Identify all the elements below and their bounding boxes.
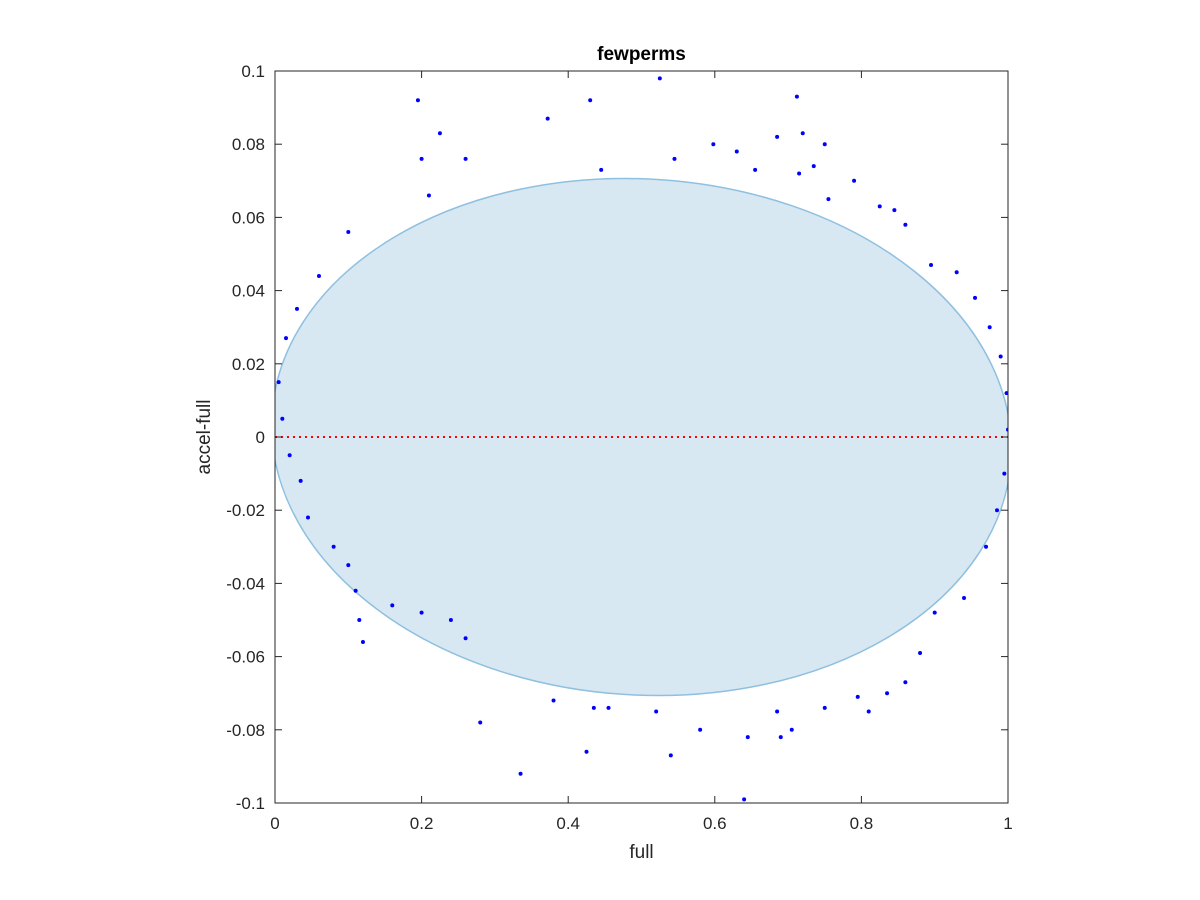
x-tick-label: 0.4 bbox=[556, 814, 580, 833]
x-tick-label: 1 bbox=[1003, 814, 1012, 833]
data-point bbox=[775, 134, 780, 139]
data-point bbox=[331, 544, 336, 549]
data-point bbox=[797, 171, 802, 176]
data-point bbox=[822, 705, 827, 710]
data-point bbox=[711, 142, 716, 147]
data-point bbox=[855, 694, 860, 699]
plot-frame bbox=[274, 70, 1009, 804]
data-point bbox=[998, 354, 1003, 359]
data-point bbox=[276, 380, 281, 385]
data-point bbox=[305, 515, 310, 520]
data-point bbox=[987, 325, 992, 330]
data-point bbox=[866, 709, 871, 714]
data-point bbox=[419, 156, 424, 161]
data-point bbox=[353, 588, 358, 593]
data-point bbox=[929, 262, 934, 267]
data-point bbox=[390, 603, 395, 608]
x-tick-label: 0 bbox=[270, 814, 279, 833]
data-point bbox=[287, 453, 292, 458]
data-point bbox=[932, 610, 937, 615]
y-axis-label: accel-full bbox=[194, 400, 215, 475]
data-point bbox=[419, 610, 424, 615]
y-tick-label: -0.02 bbox=[226, 501, 265, 520]
data-point bbox=[962, 596, 967, 601]
data-point bbox=[545, 116, 550, 121]
y-tick-label: -0.08 bbox=[226, 721, 265, 740]
x-tick-label: 0.2 bbox=[410, 814, 434, 833]
data-point bbox=[316, 273, 321, 278]
data-point bbox=[463, 636, 468, 641]
data-point bbox=[591, 705, 596, 710]
data-point bbox=[298, 478, 303, 483]
data-point bbox=[294, 306, 299, 311]
data-point bbox=[654, 709, 659, 714]
data-point bbox=[1002, 471, 1007, 476]
y-tick-label: 0.1 bbox=[241, 62, 265, 81]
data-point bbox=[903, 680, 908, 685]
data-point bbox=[885, 691, 890, 696]
data-point bbox=[995, 508, 1000, 513]
data-point bbox=[672, 156, 677, 161]
y-tick-label: -0.06 bbox=[226, 648, 265, 667]
data-point bbox=[1004, 391, 1008, 396]
data-point bbox=[775, 709, 780, 714]
data-point bbox=[478, 720, 483, 725]
data-point bbox=[448, 618, 453, 622]
y-tick-label: 0.06 bbox=[232, 208, 265, 227]
x-tick-label: 0.6 bbox=[703, 814, 727, 833]
data-point bbox=[357, 618, 362, 622]
x-axis-label: full bbox=[629, 842, 653, 863]
data-point bbox=[794, 94, 799, 99]
data-point bbox=[826, 197, 831, 202]
data-point bbox=[800, 131, 805, 136]
data-point bbox=[437, 131, 442, 136]
data-point bbox=[668, 753, 673, 758]
data-point bbox=[657, 76, 662, 81]
x-tick-label: 0.8 bbox=[850, 814, 874, 833]
data-point bbox=[789, 727, 794, 732]
data-point bbox=[903, 222, 908, 227]
data-point bbox=[360, 639, 365, 644]
y-tick-label: 0.04 bbox=[232, 282, 265, 301]
data-point bbox=[698, 727, 703, 732]
data-point bbox=[778, 735, 783, 740]
data-point bbox=[518, 771, 523, 776]
data-point bbox=[426, 193, 431, 198]
y-tick-label: 0.08 bbox=[232, 135, 265, 154]
data-point bbox=[551, 698, 556, 703]
data-point bbox=[892, 208, 897, 213]
data-point bbox=[984, 544, 989, 549]
y-tick-label: 0.02 bbox=[232, 355, 265, 374]
data-point bbox=[584, 749, 589, 754]
data-point bbox=[606, 705, 611, 710]
y-tick-label: 0 bbox=[256, 428, 265, 447]
data-point bbox=[753, 167, 758, 172]
data-point bbox=[877, 204, 882, 209]
data-point bbox=[283, 336, 288, 341]
y-tick-label: -0.1 bbox=[236, 794, 265, 813]
data-point bbox=[463, 156, 468, 161]
data-point bbox=[588, 98, 593, 103]
data-point bbox=[973, 295, 978, 300]
data-point bbox=[415, 98, 420, 103]
data-point bbox=[742, 797, 747, 802]
data-point bbox=[280, 416, 285, 421]
data-point bbox=[954, 270, 959, 275]
data-point bbox=[346, 230, 351, 235]
data-point bbox=[734, 149, 739, 154]
data-point bbox=[599, 167, 604, 172]
data-point bbox=[822, 142, 827, 147]
chart-title: fewperms bbox=[597, 44, 686, 65]
data-point bbox=[852, 178, 857, 183]
data-point bbox=[811, 164, 816, 169]
axis-ticks: 0 0.2 0.4 0.6 0.8 1 -0.1 -0.08 -0.06 -0.04 -0.02 0 0… bbox=[226, 62, 1012, 833]
data-point bbox=[745, 735, 750, 740]
y-tick-label: -0.04 bbox=[226, 574, 265, 593]
data-point bbox=[918, 650, 923, 655]
data-point bbox=[346, 563, 351, 568]
